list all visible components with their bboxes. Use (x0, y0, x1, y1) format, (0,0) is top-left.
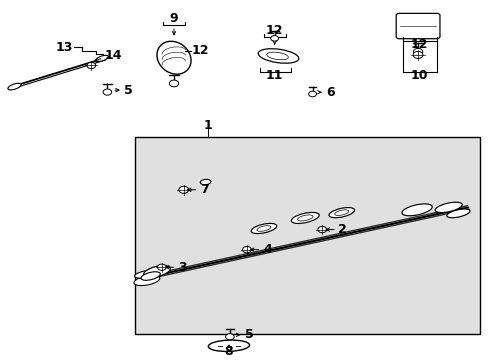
Ellipse shape (157, 41, 191, 74)
Ellipse shape (134, 275, 160, 285)
Circle shape (87, 62, 96, 69)
Ellipse shape (256, 226, 270, 231)
Ellipse shape (266, 52, 288, 60)
Text: 5: 5 (124, 84, 133, 96)
Ellipse shape (251, 224, 276, 234)
Ellipse shape (134, 271, 154, 278)
Text: 4: 4 (263, 243, 271, 256)
Circle shape (412, 51, 422, 58)
Ellipse shape (258, 49, 298, 63)
Text: 12: 12 (410, 38, 427, 51)
Circle shape (412, 48, 422, 55)
Circle shape (103, 89, 111, 95)
Ellipse shape (334, 210, 348, 215)
Ellipse shape (434, 202, 461, 212)
Circle shape (179, 186, 188, 193)
Ellipse shape (446, 209, 469, 218)
Text: 6: 6 (325, 86, 334, 99)
Text: 12: 12 (192, 44, 209, 57)
Text: 5: 5 (244, 328, 253, 341)
Text: 11: 11 (265, 69, 283, 82)
Text: 14: 14 (104, 49, 122, 63)
Circle shape (157, 264, 166, 270)
Ellipse shape (297, 215, 312, 221)
Ellipse shape (328, 208, 354, 218)
Text: 2: 2 (338, 223, 346, 236)
Text: 1: 1 (203, 119, 212, 132)
Circle shape (225, 334, 234, 340)
Text: 9: 9 (169, 12, 178, 25)
Circle shape (242, 247, 251, 253)
Text: 13: 13 (56, 41, 73, 54)
Ellipse shape (8, 83, 21, 90)
Circle shape (270, 36, 278, 41)
Circle shape (169, 80, 178, 87)
Text: 12: 12 (265, 24, 283, 37)
Ellipse shape (208, 340, 249, 351)
Ellipse shape (96, 55, 108, 62)
Text: 7: 7 (200, 183, 208, 196)
Circle shape (317, 226, 326, 233)
Text: 8: 8 (224, 345, 233, 358)
Circle shape (308, 91, 316, 97)
Text: 10: 10 (410, 69, 427, 82)
Ellipse shape (291, 212, 319, 224)
Ellipse shape (200, 179, 210, 185)
FancyBboxPatch shape (395, 13, 439, 39)
Text: 3: 3 (178, 261, 186, 274)
Bar (135, 137, 479, 334)
Ellipse shape (141, 272, 160, 280)
Ellipse shape (143, 266, 170, 278)
Ellipse shape (401, 204, 431, 216)
